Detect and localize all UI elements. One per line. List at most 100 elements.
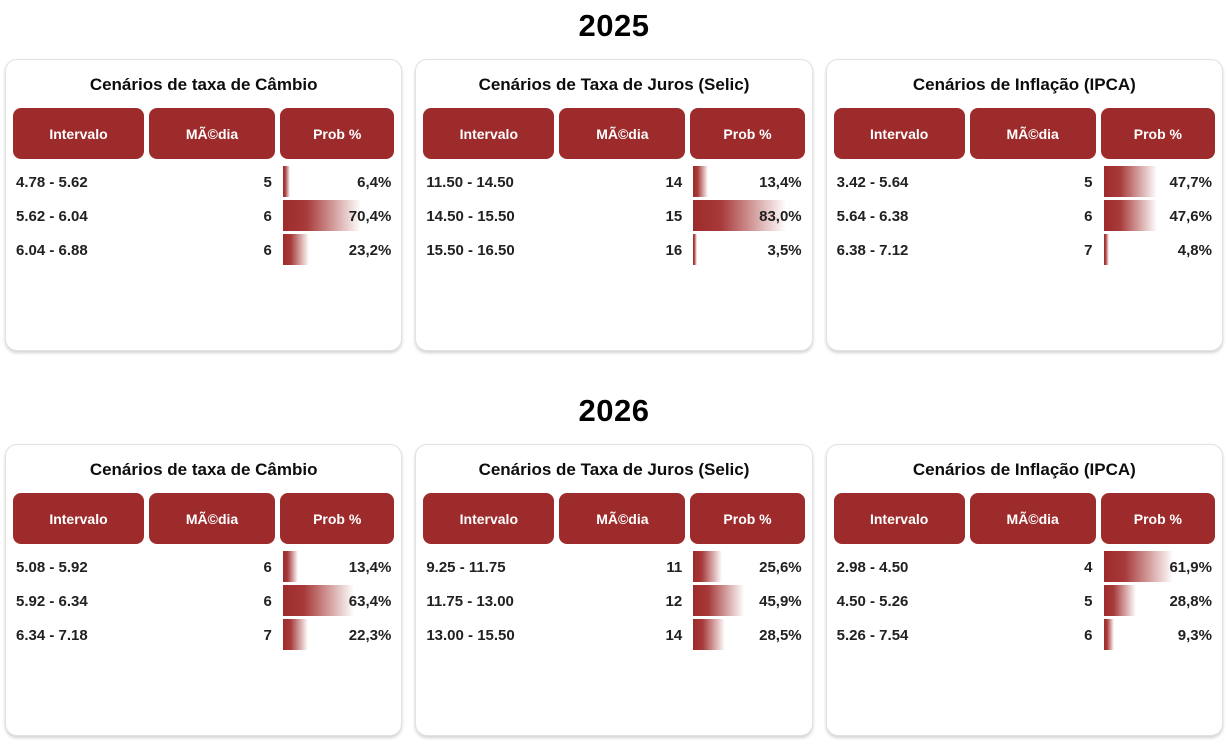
probability-bar xyxy=(282,234,309,265)
card-title: Cenários de taxa de Câmbio xyxy=(89,75,318,94)
column-header-intervalo: Intervalo xyxy=(13,108,144,159)
prob-value: 25,6% xyxy=(759,558,802,576)
media-value: 6 xyxy=(263,558,272,576)
prob-cell: 47,7% xyxy=(1103,165,1215,199)
probability-bar xyxy=(1103,551,1173,582)
card-selic-2026: Cenários de Taxa de Juros (Selic) Interv… xyxy=(415,444,813,736)
table-row: 13.00 - 15.50 14 28,5% xyxy=(423,618,804,652)
table-header: Intervalo MÃ©dia Prob % xyxy=(423,493,805,544)
prob-cell: 45,9% xyxy=(693,584,804,618)
probability-bar xyxy=(1103,234,1109,265)
card-title: Cenários de Inflação (IPCA) xyxy=(912,460,1136,479)
column-header-prob: Prob % xyxy=(1100,493,1215,544)
table-row: 11.75 - 13.00 12 45,9% xyxy=(423,584,804,618)
table-row: 11.50 - 14.50 14 13,4% xyxy=(423,165,804,199)
prob-value: 28,5% xyxy=(759,626,802,644)
column-header-prob: Prob % xyxy=(1100,108,1215,159)
card-cambio-2025: Cenários de taxa de Câmbio Intervalo MÃ©… xyxy=(5,59,403,351)
prob-value: 28,8% xyxy=(1169,592,1212,610)
prob-value: 45,9% xyxy=(759,592,802,610)
prob-value: 9,3% xyxy=(1177,626,1212,644)
card-ipca-2026: Cenários de Inflação (IPCA) Intervalo MÃ… xyxy=(825,444,1223,736)
probability-bar xyxy=(1103,200,1157,231)
prob-cell: 9,3% xyxy=(1103,618,1215,652)
prob-value: 3,5% xyxy=(767,241,802,259)
media-value: 14 xyxy=(665,173,683,191)
probability-bar xyxy=(693,585,745,616)
media-value: 6 xyxy=(263,241,272,259)
intervalo-value: 5.62 - 6.04 xyxy=(16,207,88,225)
intervalo-value: 6.34 - 7.18 xyxy=(16,626,88,644)
prob-cell: 3,5% xyxy=(693,233,804,267)
column-header-prob: Prob % xyxy=(690,108,805,159)
probability-bar xyxy=(282,619,308,650)
prob-cell: 70,4% xyxy=(282,199,394,233)
prob-cell: 47,6% xyxy=(1103,199,1215,233)
table-row: 2.98 - 4.50 4 61,9% xyxy=(834,550,1215,584)
prob-value: 47,7% xyxy=(1169,173,1212,191)
table-row: 5.64 - 6.38 6 47,6% xyxy=(834,199,1215,233)
column-header-intervalo: Intervalo xyxy=(833,493,965,544)
media-value: 16 xyxy=(665,241,683,259)
table-row: 6.04 - 6.88 6 23,2% xyxy=(13,233,394,267)
media-value: 5 xyxy=(1084,173,1093,191)
column-header-prob: Prob % xyxy=(690,493,805,544)
prob-value: 61,9% xyxy=(1169,558,1212,576)
prob-cell: 13,4% xyxy=(693,165,804,199)
prob-cell: 13,4% xyxy=(282,550,394,584)
probability-bar xyxy=(693,200,786,231)
probability-bar xyxy=(693,551,722,582)
intervalo-value: 6.38 - 7.12 xyxy=(836,241,909,259)
media-value: 7 xyxy=(1084,241,1093,259)
column-header-media: MÃ©dia xyxy=(559,108,686,159)
media-value: 6 xyxy=(1084,207,1093,225)
prob-cell: 22,3% xyxy=(282,618,394,652)
intervalo-value: 9.25 - 11.75 xyxy=(426,558,506,576)
media-value: 12 xyxy=(665,592,683,610)
card-title: Cenários de Inflação (IPCA) xyxy=(912,75,1136,94)
card-title: Cenários de Taxa de Juros (Selic) xyxy=(478,75,750,94)
prob-cell: 83,0% xyxy=(693,199,804,233)
media-value: 5 xyxy=(1084,592,1093,610)
table-row: 4.78 - 5.62 5 6,4% xyxy=(13,165,394,199)
column-header-intervalo: Intervalo xyxy=(833,108,965,159)
intervalo-value: 13.00 - 15.50 xyxy=(426,626,515,644)
prob-value: 13,4% xyxy=(759,173,802,191)
column-header-intervalo: Intervalo xyxy=(13,493,144,544)
probability-bar xyxy=(1103,166,1157,197)
prob-cell: 4,8% xyxy=(1103,233,1215,267)
intervalo-value: 5.92 - 6.34 xyxy=(16,592,88,610)
table-row: 15.50 - 16.50 16 3,5% xyxy=(423,233,804,267)
intervalo-value: 5.64 - 6.38 xyxy=(836,207,909,225)
prob-cell: 6,4% xyxy=(282,165,394,199)
prob-value: 23,2% xyxy=(348,241,392,259)
probability-bar xyxy=(693,619,725,650)
intervalo-value: 14.50 - 15.50 xyxy=(426,207,515,225)
prob-cell: 28,5% xyxy=(693,618,804,652)
media-value: 5 xyxy=(263,173,272,191)
prob-value: 13,4% xyxy=(348,558,392,576)
column-header-intervalo: Intervalo xyxy=(423,108,555,159)
probability-bar xyxy=(1103,585,1136,616)
table-header: Intervalo MÃ©dia Prob % xyxy=(833,493,1215,544)
prob-cell: 61,9% xyxy=(1103,550,1215,584)
column-header-prob: Prob % xyxy=(280,493,395,544)
column-header-media: MÃ©dia xyxy=(149,493,276,544)
cards-row-2026: Cenários de taxa de Câmbio Intervalo MÃ©… xyxy=(5,444,1223,736)
table-row: 14.50 - 15.50 15 83,0% xyxy=(423,199,804,233)
media-value: 15 xyxy=(665,207,683,225)
intervalo-value: 4.78 - 5.62 xyxy=(16,173,88,191)
intervalo-value: 6.04 - 6.88 xyxy=(16,241,88,259)
intervalo-value: 11.50 - 14.50 xyxy=(426,173,514,191)
prob-cell: 25,6% xyxy=(693,550,804,584)
prob-value: 22,3% xyxy=(348,626,392,644)
media-value: 7 xyxy=(263,626,272,644)
column-header-media: MÃ©dia xyxy=(969,108,1096,159)
table-row: 5.26 - 7.54 6 9,3% xyxy=(834,618,1215,652)
media-value: 14 xyxy=(665,626,683,644)
table-header: Intervalo MÃ©dia Prob % xyxy=(13,108,395,159)
probability-bar xyxy=(693,234,698,265)
cards-row-2025: Cenários de taxa de Câmbio Intervalo MÃ©… xyxy=(5,59,1223,351)
prob-value: 6,4% xyxy=(357,173,392,191)
